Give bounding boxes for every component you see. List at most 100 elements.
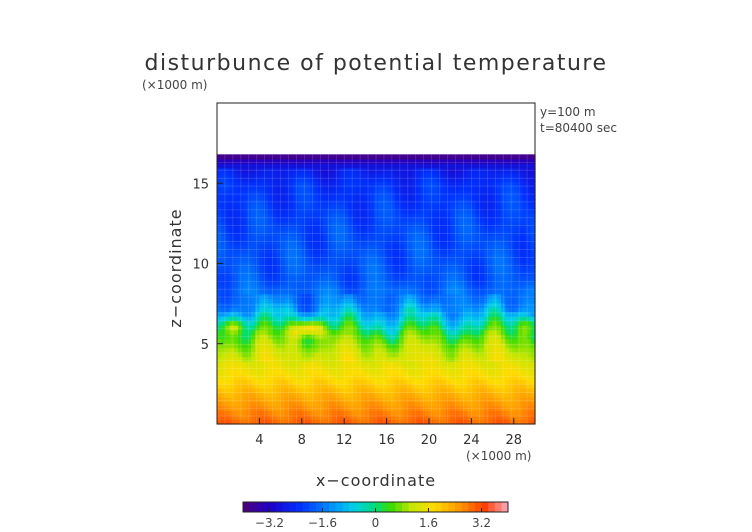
heatmap-cell	[403, 226, 409, 232]
heatmap-cell	[314, 248, 320, 254]
heatmap-cell	[348, 248, 354, 254]
heatmap-cell	[246, 221, 252, 227]
y-tick-label: 5	[201, 338, 209, 353]
heatmap-cell	[462, 289, 468, 295]
heatmap-cell	[217, 419, 222, 425]
heatmap-cell	[280, 226, 286, 232]
heatmap-cell	[509, 370, 515, 376]
heatmap-cell	[242, 419, 248, 425]
heatmap-cell	[365, 356, 371, 362]
heatmap-cell	[496, 203, 502, 209]
heatmap-cell	[518, 266, 523, 272]
heatmap-cell	[403, 194, 409, 200]
heatmap-cell	[484, 311, 489, 317]
heatmap-cell	[250, 298, 256, 304]
heatmap-cell	[462, 356, 468, 362]
heatmap-cell	[255, 203, 260, 209]
heatmap-cell	[378, 388, 383, 394]
heatmap-cell	[522, 212, 528, 218]
heatmap-cell	[386, 208, 392, 214]
heatmap-cell	[505, 244, 511, 250]
heatmap-cell	[424, 199, 430, 205]
heatmap-cell	[420, 370, 426, 376]
heatmap-cell	[526, 334, 532, 340]
heatmap-cell	[229, 289, 235, 295]
heatmap-cell	[314, 334, 320, 340]
heatmap-cell	[246, 239, 252, 245]
heatmap-cell	[530, 284, 536, 290]
heatmap-cell	[433, 379, 439, 385]
heatmap-cell	[365, 212, 371, 218]
heatmap-cell	[437, 356, 443, 362]
heatmap-cell	[276, 235, 282, 241]
heatmap-cell	[458, 212, 464, 218]
heatmap-cell	[526, 257, 532, 263]
heatmap-cell	[242, 235, 248, 241]
heatmap-cell	[361, 271, 366, 277]
heatmap-cell	[289, 248, 294, 254]
heatmap-cell	[361, 289, 366, 295]
heatmap-cell	[454, 289, 460, 295]
heatmap-cell	[293, 257, 299, 263]
heatmap-cell	[280, 199, 286, 205]
heatmap-cell	[467, 253, 472, 259]
heatmap-cell	[407, 253, 413, 259]
heatmap-cell	[445, 311, 451, 317]
heatmap-cell	[386, 410, 392, 416]
heatmap-cell	[335, 325, 341, 331]
heatmap-cell	[390, 397, 396, 403]
heatmap-cell	[530, 235, 536, 241]
heatmap-cell	[344, 230, 350, 236]
heatmap-cell	[323, 338, 328, 344]
heatmap-cell	[289, 280, 294, 286]
heatmap-cell	[348, 383, 354, 389]
heatmap-cell	[310, 266, 316, 272]
heatmap-cell	[471, 235, 477, 241]
heatmap-cell	[327, 302, 333, 308]
heatmap-cell	[250, 401, 256, 407]
heatmap-cell	[297, 203, 303, 209]
heatmap-cell	[246, 199, 252, 205]
heatmap-cell	[280, 190, 286, 196]
heatmap-cell	[280, 298, 286, 304]
heatmap-cell	[335, 289, 341, 295]
heatmap-cell	[399, 230, 405, 236]
heatmap-cell	[501, 208, 506, 214]
heatmap-cell	[437, 167, 443, 173]
heatmap-cell	[284, 307, 290, 313]
heatmap-cell	[437, 253, 443, 259]
heatmap-cell	[526, 329, 532, 335]
heatmap-cell	[238, 199, 244, 205]
heatmap-cell	[441, 167, 447, 173]
heatmap-cell	[356, 334, 362, 340]
heatmap-cell	[505, 185, 511, 191]
heatmap-cell	[395, 185, 400, 191]
heatmap-cell	[373, 226, 379, 232]
heatmap-cell	[458, 334, 464, 340]
heatmap-cell	[217, 185, 222, 191]
heatmap-cell	[390, 311, 396, 317]
heatmap-cell	[505, 406, 511, 412]
heatmap-cell	[323, 199, 328, 205]
heatmap-cell	[238, 167, 244, 173]
heatmap-cell	[501, 388, 506, 394]
heatmap-cell	[484, 307, 489, 313]
heatmap-cell	[496, 415, 502, 421]
heatmap-cell	[246, 397, 252, 403]
heatmap-cell	[217, 167, 222, 173]
heatmap-cell	[352, 293, 358, 299]
heatmap-cell	[263, 271, 269, 277]
heatmap-cell	[429, 383, 434, 389]
heatmap-cell	[518, 298, 523, 304]
heatmap-cell	[267, 383, 273, 389]
heatmap-cell	[361, 370, 366, 376]
heatmap-cell	[344, 397, 350, 403]
heatmap-cell	[314, 230, 320, 236]
heatmap-cell	[488, 316, 494, 322]
heatmap-cell	[395, 158, 400, 164]
heatmap-cell	[420, 199, 426, 205]
heatmap-cell	[479, 379, 485, 385]
heatmap-cell	[284, 226, 290, 232]
heatmap-cell	[221, 289, 227, 295]
heatmap-cell	[259, 352, 265, 358]
